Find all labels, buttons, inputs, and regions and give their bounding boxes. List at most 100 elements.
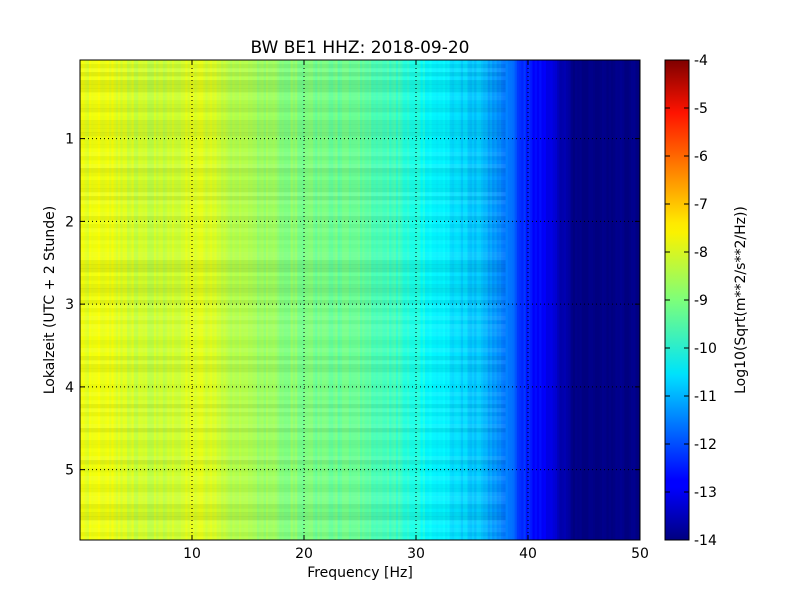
heatmap-column — [622, 60, 625, 540]
heatmap-band — [80, 92, 506, 96]
heatmap-column — [230, 60, 233, 540]
heatmap-column — [463, 60, 466, 540]
heatmap-band — [80, 488, 506, 492]
colorbar-tick-label: -4 — [694, 53, 708, 69]
heatmap-column — [268, 60, 271, 540]
heatmap-column — [270, 60, 274, 540]
heatmap-column — [454, 60, 457, 540]
heatmap-band — [80, 432, 506, 436]
x-tick-label: 20 — [295, 546, 313, 562]
heatmap-column — [80, 60, 83, 540]
heatmap-column — [144, 60, 148, 540]
heatmap-band — [80, 448, 506, 452]
heatmap-column — [447, 60, 451, 540]
heatmap-band — [80, 312, 506, 316]
heatmap-column — [252, 60, 256, 540]
heatmap-band — [80, 124, 506, 129]
heatmap-column — [595, 60, 599, 540]
heatmap-column — [185, 60, 189, 540]
heatmap-column — [339, 60, 343, 540]
heatmap-column — [209, 60, 213, 540]
heatmap-column — [328, 60, 332, 540]
heatmap-column — [581, 60, 585, 540]
heatmap-column — [189, 60, 193, 540]
heatmap-column — [494, 60, 498, 540]
heatmap-column — [321, 60, 325, 540]
heatmap-column — [176, 60, 180, 540]
heatmap-band — [80, 408, 506, 413]
heatmap-column — [409, 60, 413, 540]
heatmap-band — [80, 396, 506, 400]
heatmap-band — [80, 268, 506, 273]
spectrogram-heatmap — [80, 60, 640, 540]
heatmap-band — [80, 132, 506, 137]
grid-lines — [80, 60, 640, 540]
heatmap-column — [413, 60, 417, 540]
heatmap-column — [483, 60, 487, 540]
heatmap-band — [80, 60, 506, 64]
heatmap-column — [165, 60, 168, 540]
heatmap-column — [445, 60, 448, 540]
heatmap-band — [80, 100, 506, 104]
heatmap-column — [436, 60, 439, 540]
heatmap-column — [615, 60, 619, 540]
heatmap-column — [628, 60, 632, 540]
heatmap-column — [554, 60, 558, 540]
heatmap-column — [277, 60, 280, 540]
heatmap-column — [572, 60, 576, 540]
heatmap-band — [80, 184, 506, 189]
heatmap-band — [80, 72, 506, 77]
y-axis-label: Lokalzeit (UTC + 2 Stunde) — [42, 206, 58, 395]
heatmap-band — [80, 216, 506, 221]
heatmap-band — [80, 504, 506, 509]
heatmap-column — [254, 60, 258, 540]
heatmap-column — [239, 60, 242, 540]
heatmap-band — [80, 472, 506, 476]
heatmap-band — [80, 292, 506, 297]
colorbar-ticks: -4 -5 -6 -7 -8 -9 -10 -11 -12 -13 -14 — [665, 53, 717, 549]
heatmap-column — [306, 60, 310, 540]
y-tick-label: 2 — [65, 214, 74, 230]
heatmap-band — [80, 524, 506, 528]
heatmap-column — [221, 60, 224, 540]
heatmap-column — [216, 60, 220, 540]
heatmap-column — [431, 60, 435, 540]
heatmap-column — [530, 60, 534, 540]
heatmap-band — [80, 204, 506, 208]
heatmap-column — [355, 60, 359, 540]
heatmap-band — [80, 376, 506, 380]
heatmap-column — [111, 60, 115, 540]
heatmap-column — [523, 60, 527, 540]
heatmap-column — [545, 60, 549, 540]
heatmap-column — [194, 60, 198, 540]
heatmap-band — [80, 456, 506, 461]
heatmap-column — [198, 60, 202, 540]
heatmap-band — [80, 468, 506, 472]
y-tick-label: 1 — [65, 132, 74, 148]
heatmap-column — [503, 60, 507, 540]
heatmap-column — [115, 60, 119, 540]
heatmap-column — [196, 60, 200, 540]
heatmap-column — [440, 60, 444, 540]
heatmap-column — [451, 60, 455, 540]
heatmap-column — [245, 60, 249, 540]
heatmap-column — [467, 60, 471, 540]
heatmap-column — [109, 60, 112, 540]
heatmap-column — [386, 60, 390, 540]
x-axis-ticks: 10 20 30 40 50 — [183, 60, 649, 562]
heatmap-column — [368, 60, 372, 540]
heatmap-band — [80, 484, 506, 488]
heatmap-column — [360, 60, 363, 540]
colorbar-tick-label: -5 — [694, 101, 708, 117]
heatmap-column — [550, 60, 554, 540]
heatmap-column — [160, 60, 164, 540]
chart-title: BW BE1 HHZ: 2018-09-20 — [250, 38, 469, 58]
heatmap-column — [559, 60, 563, 540]
heatmap-band — [80, 208, 506, 212]
heatmap-band — [80, 340, 506, 344]
heatmap-column — [498, 60, 502, 540]
heatmap-column — [158, 60, 162, 540]
heatmap-column — [637, 60, 640, 540]
heatmap-column — [404, 60, 408, 540]
heatmap-column — [505, 60, 509, 540]
